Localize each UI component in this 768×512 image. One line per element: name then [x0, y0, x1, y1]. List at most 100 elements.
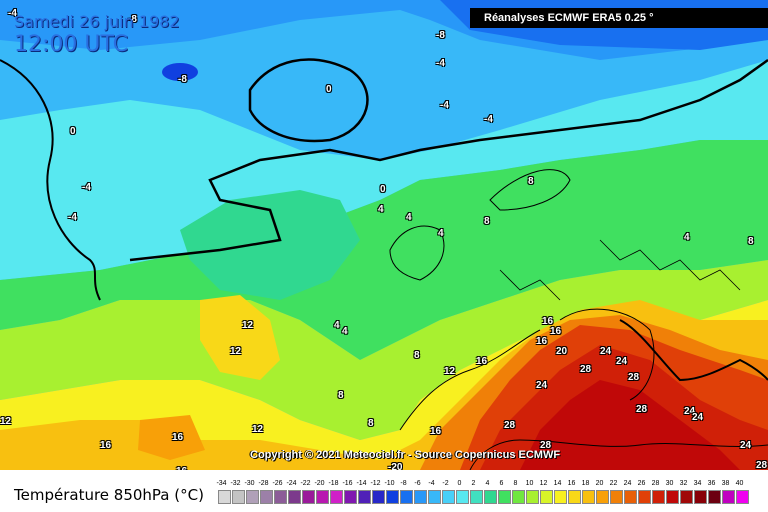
- legend-tick-label: 30: [665, 480, 674, 487]
- legend-swatch: [554, 490, 567, 504]
- legend-swatch: [708, 490, 721, 504]
- isotherm-label: 24: [536, 380, 548, 391]
- legend-swatch: [568, 490, 581, 504]
- isotherm-label: 12: [444, 366, 456, 377]
- isotherm-label: 4: [438, 228, 444, 239]
- temp-band-18: [138, 415, 205, 460]
- legend-tick-label: -6: [414, 480, 421, 487]
- legend-swatch: [638, 490, 651, 504]
- legend-tick-label: 4: [485, 480, 490, 487]
- legend-tick-label: -2: [442, 480, 449, 487]
- isotherm-label: 28: [628, 372, 640, 383]
- legend-swatch: [372, 490, 385, 504]
- legend-swatch: [344, 490, 357, 504]
- isotherm-label: 4: [406, 212, 412, 223]
- legend-swatch: [288, 490, 301, 504]
- legend-swatch: [218, 490, 231, 504]
- isotherm-label: 24: [616, 356, 628, 367]
- legend-tick-label: 32: [679, 480, 688, 487]
- isotherm-label: -4: [82, 182, 91, 193]
- isotherm-label: 4: [378, 204, 384, 215]
- isotherm-label: 8: [368, 418, 374, 429]
- temp-band-8: [0, 260, 768, 440]
- legend-tick-label: 16: [567, 480, 576, 487]
- isotherm-label: 16: [550, 326, 562, 337]
- legend-swatch: [428, 490, 441, 504]
- isotherm-label: 4: [334, 320, 340, 331]
- legend-swatch: [414, 490, 427, 504]
- legend-tick-label: 28: [651, 480, 660, 487]
- legend-tick-label: -26: [272, 480, 283, 487]
- legend-tick-label: 40: [735, 480, 744, 487]
- legend-swatch: [582, 490, 595, 504]
- island-contour: [248, 58, 369, 143]
- isotherm-label: 0: [326, 84, 332, 95]
- temp-band-2: [180, 190, 360, 300]
- legend-swatch: [302, 490, 315, 504]
- legend-swatch: [610, 490, 623, 504]
- legend-tick-label: -28: [258, 480, 269, 487]
- iberia-coast: [399, 329, 541, 431]
- isotherm-label: 24: [740, 440, 752, 451]
- isotherm-label: 16: [542, 316, 554, 327]
- legend-tick-label: -14: [356, 480, 367, 487]
- isotherm-label: 28: [540, 440, 552, 451]
- legend-swatch: [666, 490, 679, 504]
- temp-band-14: [200, 295, 280, 380]
- legend-tick-label: 2: [471, 480, 476, 487]
- legend-swatch: [470, 490, 483, 504]
- legend-swatch: [596, 490, 609, 504]
- legend-tick-label: -12: [370, 480, 381, 487]
- isotherm-label: -8: [436, 30, 445, 41]
- legend-swatch: [540, 490, 553, 504]
- temperature-map[interactable]: [0, 0, 768, 470]
- legend-tick-label: 38: [721, 480, 730, 487]
- isotherm-label: 0: [380, 184, 386, 195]
- isotherm-label: 16: [476, 356, 488, 367]
- isotherm-label: 28: [580, 364, 592, 375]
- isotherm-label: 28: [636, 404, 648, 415]
- legend-swatch: [680, 490, 693, 504]
- legend-tick-label: -16: [342, 480, 353, 487]
- legend-swatch: [736, 490, 749, 504]
- legend-tick-label: -8: [400, 480, 407, 487]
- legend-tick-label: 6: [499, 480, 504, 487]
- legend-tick-label: 8: [513, 480, 518, 487]
- isotherm-label: -8: [128, 14, 137, 25]
- alps-contour: [559, 308, 655, 401]
- scandinavia-coast: [489, 169, 571, 211]
- legend-tick-label: 22: [609, 480, 618, 487]
- isotherm-label: 8: [414, 350, 420, 361]
- isotherm-label: 24: [600, 346, 612, 357]
- legend-swatch: [694, 490, 707, 504]
- legend-tick-label: 14: [553, 480, 562, 487]
- legend-swatch: [484, 490, 497, 504]
- isotherm-label: 12: [252, 424, 264, 435]
- isotherm-label: 28: [504, 420, 516, 431]
- isotherm-label: -8: [178, 74, 187, 85]
- isotherm-label: 28: [756, 460, 768, 471]
- legend-tick-label: -22: [300, 480, 311, 487]
- temp-band-30: [520, 380, 740, 470]
- legend-tick-label: 18: [581, 480, 590, 487]
- isotherm-label: 8: [528, 176, 534, 187]
- isotherm-label: -4: [68, 212, 77, 223]
- legend-swatch: [386, 490, 399, 504]
- isotherm-label: -20: [388, 462, 403, 473]
- legend-tick-label: 24: [623, 480, 632, 487]
- legend-tick-label: -34: [216, 480, 227, 487]
- cold-pocket: [162, 63, 198, 81]
- isotherm-label: 20: [556, 346, 568, 357]
- map-canvas: [0, 0, 768, 470]
- map-date: Samedi 26 juin 1982: [14, 12, 180, 31]
- legend-tick-label: 10: [525, 480, 534, 487]
- source-banner: Réanalyses ECMWF ERA5 0.25 °: [470, 8, 768, 28]
- map-time: 12:00 UTC: [14, 32, 129, 57]
- isotherm-label: -4: [440, 100, 449, 111]
- legend-swatch: [400, 490, 413, 504]
- legend-tick-label: 20: [595, 480, 604, 487]
- britain-coast: [389, 225, 445, 281]
- legend-tick-label: 36: [707, 480, 716, 487]
- isotherm-label: 16: [172, 432, 184, 443]
- legend-tick-label: -20: [314, 480, 325, 487]
